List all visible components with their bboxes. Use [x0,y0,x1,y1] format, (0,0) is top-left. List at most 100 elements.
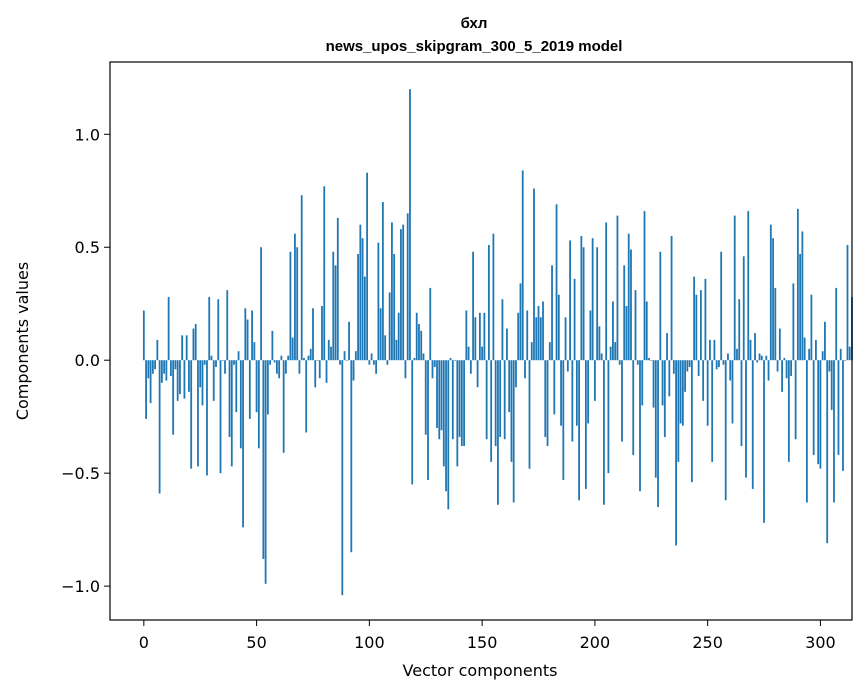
bar-53 [262,360,265,559]
y-tick-label: 0.0 [75,351,100,370]
bar-13 [172,360,175,435]
bar-245 [695,294,698,361]
bar-101 [370,353,373,361]
bar-78 [318,360,321,379]
bar-117 [406,213,409,361]
bar-287 [790,360,792,377]
bar-30 [210,355,213,361]
bar-20 [188,360,190,392]
bar-241 [686,360,689,372]
bar-248 [702,360,705,401]
bar-194 [580,235,583,361]
bar-0 [142,310,145,361]
bar-159 [501,299,504,361]
bar-268 [747,211,750,361]
bar-166 [517,312,520,361]
bar-169 [524,360,526,379]
bar-303 [826,360,829,544]
bar-152 [485,360,488,440]
bar-126 [427,360,429,480]
bar-172 [530,342,533,361]
bars-group [142,89,853,596]
bar-174 [535,317,538,361]
bar-290 [796,208,799,361]
bar-288 [792,283,795,361]
bar-202 [598,326,601,361]
bar-293 [803,337,806,361]
bar-233 [668,360,671,397]
bar-296 [810,294,813,361]
bar-270 [751,360,754,489]
bar-271 [754,333,756,361]
bar-176 [539,317,542,361]
bar-34 [219,360,222,474]
bar-307 [835,287,838,361]
bar-145 [469,360,472,374]
bar-43 [239,360,242,449]
bar-12 [169,360,172,377]
bar-146 [472,251,474,361]
bar-221 [641,360,644,406]
bar-218 [634,290,637,361]
bar-115 [402,224,405,361]
bar-140 [458,360,461,438]
bar-16 [179,360,181,395]
bar-110 [391,222,393,361]
bar-196 [584,360,587,489]
bar-62 [282,360,285,453]
bar-308 [837,360,840,456]
bar-82 [327,339,330,361]
bar-1 [145,360,147,419]
bar-158 [499,360,502,438]
bar-219 [636,360,639,365]
bar-302 [824,321,826,361]
bar-18 [183,360,186,399]
bar-4 [151,360,154,374]
bar-189 [569,240,571,361]
bar-153 [487,244,490,361]
bar-231 [663,360,666,438]
bar-77 [316,360,319,361]
bar-93 [352,360,355,381]
bar-94 [354,351,357,361]
bar-283 [781,360,783,392]
bar-46 [246,319,249,361]
bar-72 [305,360,308,433]
bar-57 [271,330,274,361]
bar-207 [609,346,612,361]
bar-41 [235,360,238,413]
chart-subtitle: news_upos_skipgram_300_5_2019 model [326,38,623,55]
bar-68 [296,247,299,361]
y-tick-label: 1.0 [75,125,100,144]
bar-147 [474,317,477,361]
bar-134 [445,360,447,492]
bar-88 [341,360,344,596]
bar-79 [321,305,323,361]
bar-244 [693,276,696,361]
bar-261 [731,360,734,424]
bar-300 [819,360,822,469]
bar-253 [713,339,716,361]
bar-151 [483,312,486,361]
bar-51 [257,360,260,449]
bar-164 [512,360,515,503]
bar-48 [251,310,253,361]
bar-217 [632,360,635,456]
bar-214 [625,305,628,361]
y-axis-label: Components values [13,262,32,420]
bar-149 [478,312,481,361]
bar-71 [303,357,305,361]
bar-224 [648,357,650,361]
bar-262 [733,215,736,361]
bar-184 [557,294,560,361]
bar-274 [760,355,763,361]
bar-5 [154,360,156,370]
bar-67 [294,233,296,361]
bar-277 [767,360,770,381]
bar-9 [163,360,166,374]
bar-122 [418,324,420,361]
bar-187 [564,317,567,361]
bar-52 [260,247,262,361]
x-tick-label: 100 [354,633,385,652]
